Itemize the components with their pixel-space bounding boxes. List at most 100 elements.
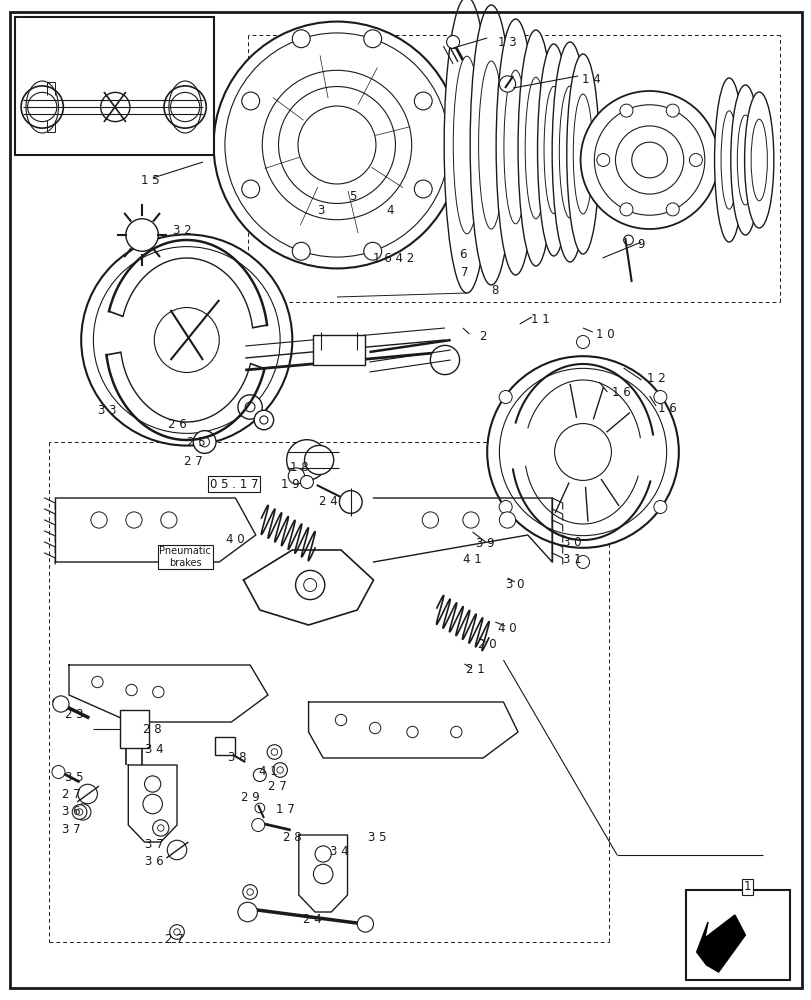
Circle shape xyxy=(406,726,418,738)
Bar xyxy=(685,890,789,980)
Circle shape xyxy=(304,445,333,475)
Circle shape xyxy=(126,219,158,251)
Circle shape xyxy=(430,345,459,375)
Text: 2 8: 2 8 xyxy=(283,831,301,844)
Circle shape xyxy=(161,512,177,528)
Circle shape xyxy=(335,714,346,726)
Text: 1 1: 1 1 xyxy=(530,313,549,326)
Text: 1 0: 1 0 xyxy=(595,328,613,342)
Circle shape xyxy=(169,925,184,939)
Circle shape xyxy=(422,512,438,528)
Circle shape xyxy=(363,30,381,48)
Circle shape xyxy=(253,769,266,781)
Text: 2 7: 2 7 xyxy=(183,455,203,468)
Circle shape xyxy=(143,794,162,814)
Circle shape xyxy=(193,431,216,453)
Circle shape xyxy=(213,22,460,268)
Circle shape xyxy=(78,784,97,804)
Circle shape xyxy=(363,242,381,260)
Circle shape xyxy=(152,820,169,836)
Text: 4 0: 4 0 xyxy=(226,533,244,546)
Text: 2 5: 2 5 xyxy=(187,436,205,449)
Circle shape xyxy=(242,885,257,899)
Text: 2 7: 2 7 xyxy=(62,788,81,801)
Circle shape xyxy=(300,476,313,488)
Text: 3 4: 3 4 xyxy=(330,845,348,858)
Circle shape xyxy=(81,234,292,446)
Text: 3 4: 3 4 xyxy=(145,743,163,756)
Text: 1 8: 1 8 xyxy=(290,461,307,474)
Text: 2 7: 2 7 xyxy=(268,780,287,793)
Text: 3 5: 3 5 xyxy=(368,831,386,844)
Circle shape xyxy=(126,512,142,528)
Text: 1 6: 1 6 xyxy=(611,386,630,399)
Circle shape xyxy=(499,76,515,92)
Circle shape xyxy=(653,391,666,403)
Bar xyxy=(120,710,148,748)
Circle shape xyxy=(487,356,678,548)
Circle shape xyxy=(267,745,281,759)
Text: 1 5: 1 5 xyxy=(141,174,159,187)
Circle shape xyxy=(414,92,431,110)
Circle shape xyxy=(576,336,589,348)
Text: 6: 6 xyxy=(458,248,466,261)
Circle shape xyxy=(576,556,589,568)
Circle shape xyxy=(666,203,679,216)
Text: 1 6 4 2: 1 6 4 2 xyxy=(373,251,414,264)
Text: 4 1: 4 1 xyxy=(258,765,277,778)
Circle shape xyxy=(286,440,327,480)
Circle shape xyxy=(292,30,310,48)
Text: 2 3: 2 3 xyxy=(66,708,84,720)
Circle shape xyxy=(414,180,431,198)
Text: 2 6: 2 6 xyxy=(167,418,187,430)
Circle shape xyxy=(369,722,380,734)
Circle shape xyxy=(580,91,718,229)
Circle shape xyxy=(242,180,260,198)
Text: 4 0: 4 0 xyxy=(498,621,516,634)
Text: 2 0: 2 0 xyxy=(478,638,496,650)
Ellipse shape xyxy=(444,0,489,293)
Text: 3 1: 3 1 xyxy=(563,553,581,566)
Text: 2 1: 2 1 xyxy=(465,663,484,676)
Circle shape xyxy=(254,410,273,430)
Text: 1: 1 xyxy=(742,880,750,893)
Circle shape xyxy=(72,805,87,819)
Text: 3 0: 3 0 xyxy=(563,536,581,549)
Ellipse shape xyxy=(551,42,587,262)
Circle shape xyxy=(52,766,65,778)
Text: 4 1: 4 1 xyxy=(462,553,482,566)
Text: 2 7: 2 7 xyxy=(165,933,184,946)
Text: 3 7: 3 7 xyxy=(145,838,163,851)
Text: 9: 9 xyxy=(637,238,645,251)
Text: 2 8: 2 8 xyxy=(144,723,161,736)
Circle shape xyxy=(653,501,666,513)
Text: 1 6: 1 6 xyxy=(657,401,676,414)
Circle shape xyxy=(92,676,103,688)
Circle shape xyxy=(689,154,702,166)
Text: 7: 7 xyxy=(460,266,468,279)
Text: 3 9: 3 9 xyxy=(476,537,494,550)
Circle shape xyxy=(295,570,324,600)
Circle shape xyxy=(167,840,187,860)
Ellipse shape xyxy=(566,54,599,254)
Ellipse shape xyxy=(537,44,569,256)
Bar xyxy=(312,335,365,365)
Circle shape xyxy=(144,776,161,792)
Circle shape xyxy=(596,154,609,166)
Text: 8: 8 xyxy=(491,284,499,296)
Text: 0 5 . 1 7: 0 5 . 1 7 xyxy=(209,478,258,490)
Text: 3 6: 3 6 xyxy=(62,805,80,818)
Ellipse shape xyxy=(470,5,512,285)
Circle shape xyxy=(288,468,304,484)
Circle shape xyxy=(315,846,331,862)
Text: 2 4: 2 4 xyxy=(319,495,338,508)
Ellipse shape xyxy=(496,19,534,275)
Circle shape xyxy=(238,395,262,419)
Circle shape xyxy=(462,512,478,528)
Bar xyxy=(15,17,213,155)
Circle shape xyxy=(450,726,461,738)
Circle shape xyxy=(152,686,164,698)
Bar xyxy=(215,737,235,755)
Text: 1 9: 1 9 xyxy=(281,478,300,491)
Circle shape xyxy=(75,804,91,820)
